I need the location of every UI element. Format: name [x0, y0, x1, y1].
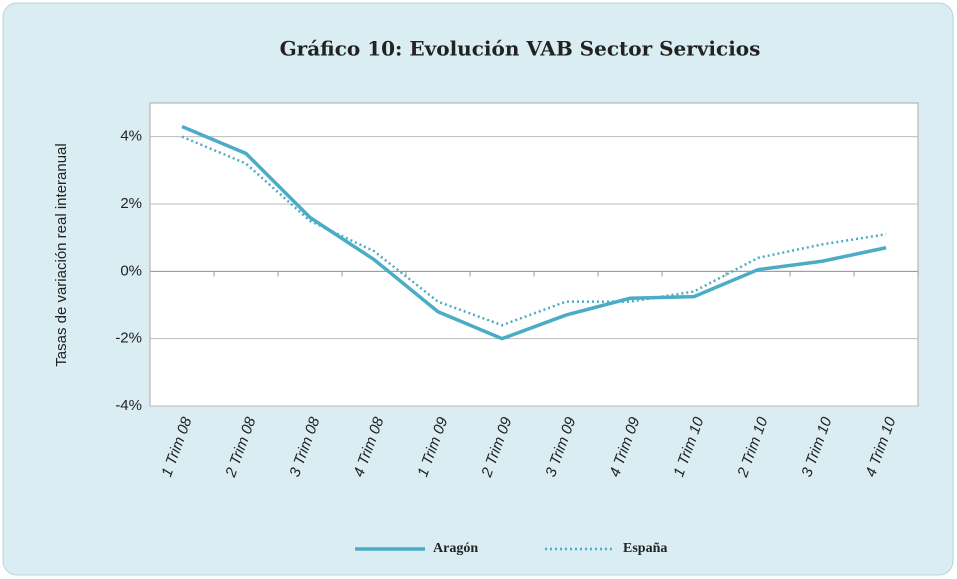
plot-area	[149, 102, 919, 407]
y-axis-label: Tasas de variación real interanual	[53, 143, 70, 366]
legend-label: Aragón	[433, 541, 478, 556]
y-tick-label: -2%	[115, 330, 142, 347]
series-line	[181, 135, 887, 327]
y-tick-label: 2%	[120, 195, 142, 212]
y-tick-label: 0%	[120, 262, 142, 279]
chart-title: Gráfico 10: Evolución VAB Sector Servici…	[280, 37, 761, 61]
series-line	[181, 124, 887, 341]
legend-label: España	[623, 541, 667, 556]
y-tick-label: -4%	[115, 397, 142, 414]
y-tick-label: 4%	[120, 128, 142, 145]
